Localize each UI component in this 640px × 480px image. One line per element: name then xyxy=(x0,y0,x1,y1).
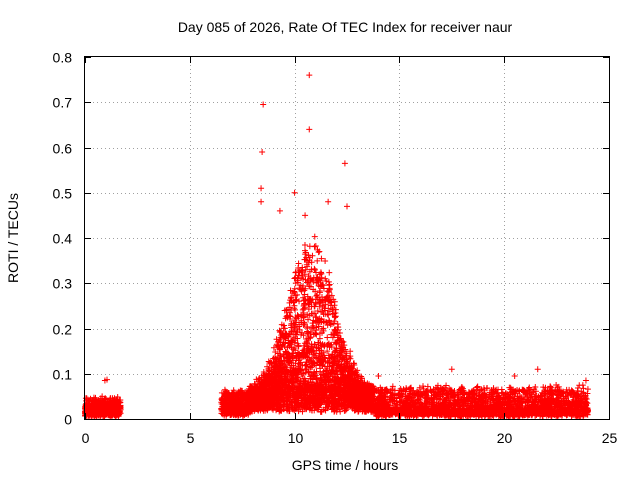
data-point xyxy=(221,410,228,417)
data-point xyxy=(240,390,247,397)
data-point xyxy=(98,406,105,413)
data-point xyxy=(324,334,331,341)
data-point xyxy=(111,408,118,415)
data-point xyxy=(108,412,115,419)
data-point xyxy=(301,241,308,248)
data-point xyxy=(220,390,227,397)
data-point xyxy=(85,401,92,408)
data-point xyxy=(326,282,333,289)
data-point xyxy=(110,397,117,404)
data-point xyxy=(241,406,248,413)
data-point xyxy=(101,395,108,402)
data-point xyxy=(102,395,109,402)
data-point xyxy=(82,395,89,402)
data-point xyxy=(238,410,245,417)
data-point xyxy=(88,405,95,412)
data-point xyxy=(234,407,241,414)
data-point xyxy=(114,411,121,418)
data-point xyxy=(301,301,308,308)
data-point xyxy=(318,269,325,276)
data-point xyxy=(326,269,333,276)
data-point xyxy=(93,402,100,409)
data-point xyxy=(108,409,115,416)
data-point xyxy=(229,393,236,400)
gridlines xyxy=(85,57,609,419)
data-point xyxy=(226,395,233,402)
data-points xyxy=(82,72,591,420)
data-point xyxy=(311,233,318,240)
data-point xyxy=(306,243,313,250)
data-point xyxy=(88,410,95,417)
data-point xyxy=(237,398,244,405)
data-point xyxy=(98,399,105,406)
data-point xyxy=(236,395,243,402)
data-point xyxy=(232,398,239,405)
data-point xyxy=(109,403,116,410)
data-point xyxy=(222,409,229,416)
data-point xyxy=(231,389,238,396)
data-point xyxy=(227,402,234,409)
data-point xyxy=(230,411,237,418)
data-point xyxy=(221,395,228,402)
chart-title: Day 085 of 2026, Rate Of TEC Index for r… xyxy=(178,19,513,35)
data-point xyxy=(100,412,107,419)
data-point xyxy=(233,404,240,411)
data-point xyxy=(93,401,100,408)
data-point xyxy=(117,410,124,417)
data-point xyxy=(91,411,98,418)
data-point xyxy=(104,408,111,415)
data-point xyxy=(222,402,229,409)
data-point xyxy=(92,394,99,401)
data-point xyxy=(584,386,591,393)
